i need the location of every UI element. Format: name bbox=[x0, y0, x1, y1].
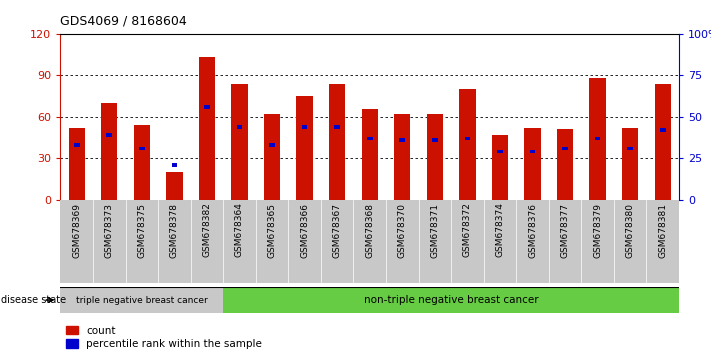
Bar bbox=[321, 200, 353, 283]
Bar bbox=[614, 200, 646, 283]
Bar bbox=[400, 138, 405, 142]
Text: GSM678365: GSM678365 bbox=[267, 202, 277, 257]
Bar bbox=[74, 143, 80, 147]
Text: GSM678366: GSM678366 bbox=[300, 202, 309, 257]
Text: GSM678368: GSM678368 bbox=[365, 202, 374, 257]
Bar bbox=[334, 125, 340, 129]
Bar bbox=[562, 147, 568, 150]
Text: GSM678377: GSM678377 bbox=[560, 202, 570, 257]
Bar bbox=[329, 84, 346, 200]
Bar bbox=[237, 125, 242, 129]
Bar bbox=[191, 200, 223, 283]
Bar bbox=[289, 200, 321, 283]
Text: GDS4069 / 8168604: GDS4069 / 8168604 bbox=[60, 14, 187, 27]
Bar bbox=[367, 137, 373, 140]
Bar bbox=[622, 128, 638, 200]
Bar bbox=[549, 200, 582, 283]
Bar bbox=[171, 163, 177, 167]
Bar bbox=[492, 135, 508, 200]
Bar bbox=[394, 114, 410, 200]
Text: non-triple negative breast cancer: non-triple negative breast cancer bbox=[364, 295, 538, 305]
Bar bbox=[199, 57, 215, 200]
Bar bbox=[68, 128, 85, 200]
Text: GSM678370: GSM678370 bbox=[397, 202, 407, 257]
Text: disease state: disease state bbox=[1, 295, 66, 305]
Bar bbox=[432, 138, 438, 142]
Text: GSM678382: GSM678382 bbox=[203, 202, 211, 257]
Bar bbox=[524, 128, 540, 200]
Bar bbox=[101, 103, 117, 200]
Bar bbox=[464, 137, 470, 140]
Bar bbox=[60, 200, 93, 283]
Bar bbox=[497, 150, 503, 154]
Legend: count, percentile rank within the sample: count, percentile rank within the sample bbox=[65, 326, 262, 349]
Bar bbox=[483, 200, 516, 283]
Bar bbox=[134, 125, 150, 200]
Bar bbox=[362, 108, 378, 200]
Bar bbox=[223, 200, 256, 283]
Bar bbox=[530, 150, 535, 154]
Text: GSM678369: GSM678369 bbox=[73, 202, 81, 257]
Bar bbox=[301, 125, 307, 129]
Text: GSM678379: GSM678379 bbox=[593, 202, 602, 257]
Text: GSM678374: GSM678374 bbox=[496, 202, 504, 257]
Text: GSM678380: GSM678380 bbox=[626, 202, 635, 257]
Bar bbox=[451, 200, 483, 283]
Bar bbox=[557, 129, 573, 200]
Text: triple negative breast cancer: triple negative breast cancer bbox=[76, 296, 208, 304]
Bar bbox=[595, 137, 601, 140]
Text: GSM678381: GSM678381 bbox=[658, 202, 667, 257]
Bar bbox=[264, 114, 280, 200]
Text: GSM678376: GSM678376 bbox=[528, 202, 537, 257]
Bar bbox=[516, 200, 549, 283]
Bar bbox=[166, 172, 183, 200]
Bar bbox=[158, 200, 191, 283]
Bar bbox=[93, 200, 126, 283]
Bar bbox=[256, 200, 289, 283]
Bar bbox=[459, 89, 476, 200]
Bar bbox=[660, 129, 665, 132]
Bar bbox=[107, 133, 112, 137]
Bar bbox=[126, 200, 158, 283]
Bar bbox=[646, 200, 679, 283]
Bar bbox=[353, 200, 386, 283]
Text: GSM678371: GSM678371 bbox=[430, 202, 439, 257]
Bar bbox=[582, 200, 614, 283]
Text: GSM678367: GSM678367 bbox=[333, 202, 342, 257]
Bar bbox=[296, 96, 313, 200]
Bar bbox=[419, 200, 451, 283]
Bar bbox=[223, 287, 679, 313]
Text: GSM678375: GSM678375 bbox=[137, 202, 146, 257]
Text: GSM678364: GSM678364 bbox=[235, 202, 244, 257]
Bar bbox=[655, 84, 671, 200]
Bar bbox=[231, 84, 247, 200]
Bar bbox=[269, 143, 275, 147]
Bar bbox=[427, 114, 443, 200]
Bar bbox=[204, 105, 210, 109]
Bar bbox=[60, 287, 223, 313]
Text: GSM678372: GSM678372 bbox=[463, 202, 472, 257]
Bar bbox=[589, 78, 606, 200]
Bar bbox=[386, 200, 419, 283]
Text: GSM678378: GSM678378 bbox=[170, 202, 179, 257]
Text: GSM678373: GSM678373 bbox=[105, 202, 114, 257]
Bar bbox=[627, 147, 633, 150]
Bar bbox=[139, 147, 144, 150]
